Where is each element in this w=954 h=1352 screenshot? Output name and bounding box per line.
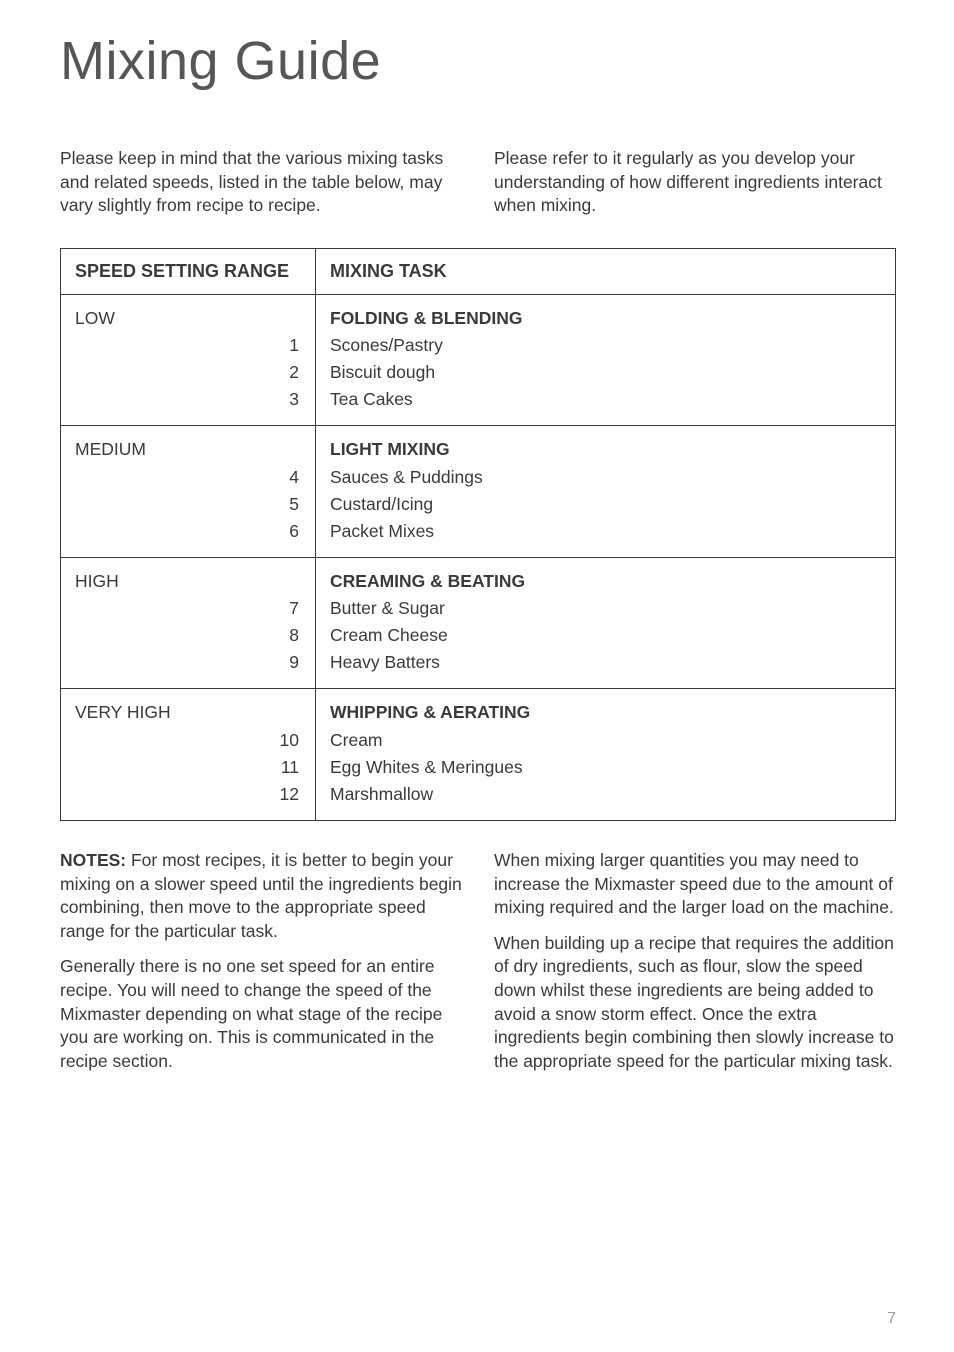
task-items: Sauces & Puddings Custard/Icing Packet M… [330,464,881,545]
speed-label: LOW [75,305,301,332]
header-task: MIXING TASK [316,248,896,294]
speed-number: 9 [75,649,299,676]
task-heading: FOLDING & BLENDING [330,305,881,332]
table-row: LOW 1 2 3 FOLDING & BLENDING Scones/Past… [61,294,896,426]
speed-cell-medium: MEDIUM 4 5 6 [61,426,316,558]
speed-number: 5 [75,491,299,518]
task-item: Biscuit dough [330,359,881,386]
task-heading: WHIPPING & AERATING [330,699,881,726]
speed-number: 11 [75,754,299,781]
speed-numbers: 4 5 6 [75,464,301,545]
task-heading: LIGHT MIXING [330,436,881,463]
task-item: Sauces & Puddings [330,464,881,491]
notes-right: When mixing larger quantities you may ne… [494,849,896,1086]
speed-label: VERY HIGH [75,699,301,726]
notes-columns: NOTES: For most recipes, it is better to… [60,849,896,1086]
task-items: Butter & Sugar Cream Cheese Heavy Batter… [330,595,881,676]
table-row: MEDIUM 4 5 6 LIGHT MIXING Sauces & Puddi… [61,426,896,558]
intro-columns: Please keep in mind that the various mix… [60,147,896,218]
notes-p1: NOTES: For most recipes, it is better to… [60,849,462,944]
task-item: Scones/Pastry [330,332,881,359]
task-heading: CREAMING & BEATING [330,568,881,595]
speed-number: 4 [75,464,299,491]
speed-cell-high: HIGH 7 8 9 [61,557,316,689]
table-row: HIGH 7 8 9 CREAMING & BEATING Butter & S… [61,557,896,689]
speed-number: 3 [75,386,299,413]
intro-left: Please keep in mind that the various mix… [60,147,462,218]
speed-number: 2 [75,359,299,386]
speed-number: 7 [75,595,299,622]
speed-number: 10 [75,727,299,754]
task-cell-veryhigh: WHIPPING & AERATING Cream Egg Whites & M… [316,689,896,821]
task-items: Cream Egg Whites & Meringues Marshmallow [330,727,881,808]
speed-number: 1 [75,332,299,359]
speed-numbers: 7 8 9 [75,595,301,676]
task-item: Custard/Icing [330,491,881,518]
task-item: Marshmallow [330,781,881,808]
page-title: Mixing Guide [60,30,896,92]
task-cell-high: CREAMING & BEATING Butter & Sugar Cream … [316,557,896,689]
notes-p4: When building up a recipe that requires … [494,932,896,1074]
notes-p3: When mixing larger quantities you may ne… [494,849,896,920]
speed-numbers: 1 2 3 [75,332,301,413]
speed-label: MEDIUM [75,436,301,463]
task-items: Scones/Pastry Biscuit dough Tea Cakes [330,332,881,413]
speed-label: HIGH [75,568,301,595]
speed-number: 12 [75,781,299,808]
task-item: Cream Cheese [330,622,881,649]
notes-left: NOTES: For most recipes, it is better to… [60,849,462,1086]
header-speed: SPEED SETTING RANGE [61,248,316,294]
mixing-table: SPEED SETTING RANGE MIXING TASK LOW 1 2 … [60,248,896,821]
intro-right: Please refer to it regularly as you deve… [494,147,896,218]
page: Mixing Guide Please keep in mind that th… [0,0,954,1352]
speed-cell-low: LOW 1 2 3 [61,294,316,426]
task-item: Packet Mixes [330,518,881,545]
speed-number: 6 [75,518,299,545]
task-cell-low: FOLDING & BLENDING Scones/Pastry Biscuit… [316,294,896,426]
table-header-row: SPEED SETTING RANGE MIXING TASK [61,248,896,294]
task-item: Egg Whites & Meringues [330,754,881,781]
task-item: Tea Cakes [330,386,881,413]
speed-number: 8 [75,622,299,649]
notes-label: NOTES: [60,850,126,870]
table-row: VERY HIGH 10 11 12 WHIPPING & AERATING C… [61,689,896,821]
task-item: Butter & Sugar [330,595,881,622]
speed-numbers: 10 11 12 [75,727,301,808]
notes-p2: Generally there is no one set speed for … [60,955,462,1073]
page-number: 7 [887,1310,896,1328]
speed-cell-veryhigh: VERY HIGH 10 11 12 [61,689,316,821]
task-cell-medium: LIGHT MIXING Sauces & Puddings Custard/I… [316,426,896,558]
task-item: Heavy Batters [330,649,881,676]
task-item: Cream [330,727,881,754]
